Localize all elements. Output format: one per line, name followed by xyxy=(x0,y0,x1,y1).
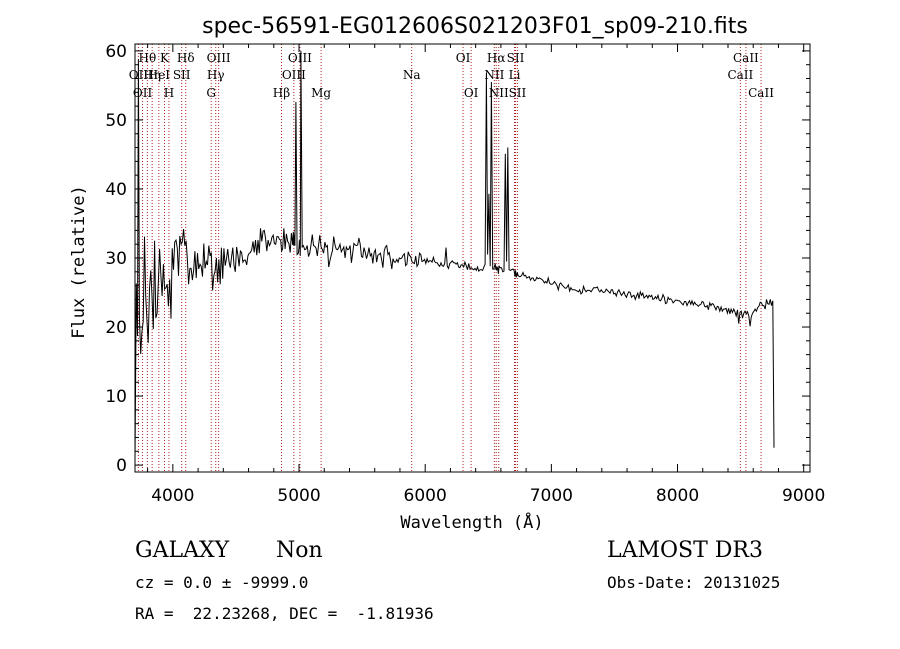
emission-line-label: K xyxy=(160,51,170,65)
emission-line-label: HeI xyxy=(148,68,171,82)
emission-line-label: SII xyxy=(507,51,525,65)
emission-line-label: NII xyxy=(484,68,504,82)
emission-line-label: Mg xyxy=(311,86,331,100)
object-class: GALAXY xyxy=(135,538,230,563)
emission-line-label: Hβ xyxy=(273,86,290,100)
emission-line-label: CaII xyxy=(733,51,759,65)
y-tick-label: 50 xyxy=(105,111,127,131)
emission-line-label: Li xyxy=(509,68,521,82)
emission-line-label: CaII xyxy=(748,86,774,100)
x-tick-label: 7000 xyxy=(530,486,573,506)
y-tick-label: 10 xyxy=(105,387,127,407)
coordinates-text: RA = 22.23268, DEC = -1.81936 xyxy=(135,604,434,623)
x-tick-label: 9000 xyxy=(782,486,825,506)
y-tick-label: 20 xyxy=(105,318,127,338)
emission-line-label: NII xyxy=(489,86,509,100)
emission-line-label: SII xyxy=(173,68,191,82)
emission-line-label: Hγ xyxy=(207,68,225,82)
x-axis-ticks: 4000 5000 6000 7000 8000 9000 xyxy=(147,44,825,506)
emission-line-label: OIII xyxy=(288,51,312,65)
emission-line-label: OI xyxy=(456,51,471,65)
emission-line-label: CaII xyxy=(727,68,753,82)
emission-line-label: Na xyxy=(403,68,421,82)
emission-line-label: G xyxy=(206,86,216,100)
emission-line-label: OIII xyxy=(282,68,306,82)
emission-line-label: H xyxy=(164,86,174,100)
emission-line-label: OII xyxy=(133,86,153,100)
y-axis-ticks: 0 10 20 30 40 50 60 xyxy=(105,42,810,476)
emission-line-label: OI xyxy=(464,86,479,100)
chart-title: spec-56591-EG012606S021203F01_sp09-210.f… xyxy=(202,14,748,39)
emission-line-label: Hη xyxy=(143,68,161,82)
emission-line-label: OIII xyxy=(207,51,231,65)
survey-name: LAMOST DR3 xyxy=(607,538,763,563)
y-tick-label: 30 xyxy=(105,249,127,269)
y-tick-label: 40 xyxy=(105,180,127,200)
y-tick-label: 0 xyxy=(116,456,127,476)
observation-date: Obs-Date: 20131025 xyxy=(607,573,781,592)
x-axis-label: Wavelength (Å) xyxy=(400,511,543,533)
x-tick-label: 8000 xyxy=(656,486,699,506)
x-tick-label: 5000 xyxy=(277,486,320,506)
x-tick-label: 6000 xyxy=(404,486,447,506)
y-axis-label: Flux (relative) xyxy=(69,185,89,339)
emission-line-label: Hθ xyxy=(139,51,157,65)
emission-line-label: Hα xyxy=(487,51,506,65)
y-tick-label: 60 xyxy=(105,42,127,62)
spectrum-line xyxy=(134,50,775,462)
x-tick-label: 4000 xyxy=(151,486,194,506)
redshift-text: cz = 0.0 ± -9999.0 xyxy=(135,573,309,592)
emission-line-label: Hδ xyxy=(177,51,195,65)
emission-line-label: SII xyxy=(509,86,527,100)
object-subclass: Non xyxy=(276,538,323,563)
